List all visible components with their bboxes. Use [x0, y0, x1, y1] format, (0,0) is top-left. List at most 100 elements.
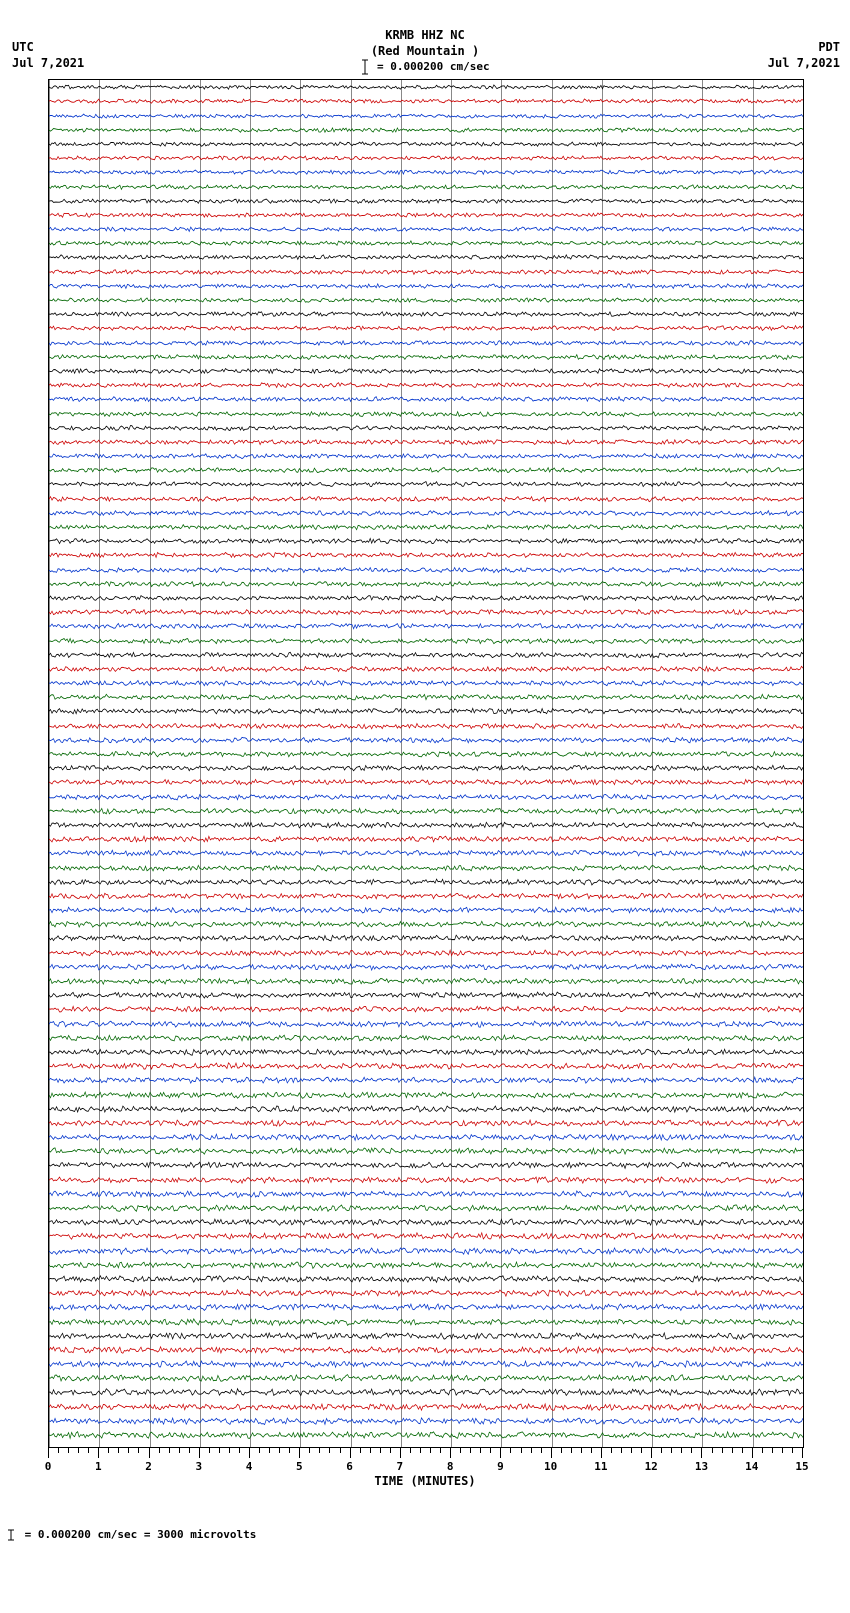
scale-text: = 0.000200 cm/sec	[377, 60, 490, 73]
trace-line	[49, 236, 803, 250]
trace-line	[49, 1414, 803, 1428]
trace-line	[49, 1371, 803, 1385]
tick-minor	[340, 1448, 341, 1453]
trace-line	[49, 1215, 803, 1229]
tick-minor	[641, 1448, 642, 1453]
date-right: Jul 7,2021	[768, 56, 840, 72]
trace-line	[49, 889, 803, 903]
trace-line	[49, 1116, 803, 1130]
tick-label: 3	[195, 1460, 202, 1473]
tick-minor	[58, 1448, 59, 1453]
tick-label: 8	[447, 1460, 454, 1473]
trace-row	[49, 378, 803, 392]
footer-text: = 0.000200 cm/sec = 3000 microvolts	[25, 1528, 257, 1541]
trace-line	[49, 279, 803, 293]
tick-major	[601, 1448, 602, 1458]
trace-row: 20:0013:15	[49, 818, 803, 832]
trace-row	[49, 94, 803, 108]
trace-row	[49, 1229, 803, 1243]
tick-label: 1	[95, 1460, 102, 1473]
top-right-label: PDT Jul 7,2021	[768, 40, 840, 71]
tick-minor	[169, 1448, 170, 1453]
trace-line	[49, 321, 803, 335]
trace-line	[49, 1158, 803, 1172]
tick-minor	[440, 1448, 441, 1453]
trace-line	[49, 775, 803, 789]
trace-row	[49, 662, 803, 676]
trace-row: 17:0010:15	[49, 648, 803, 662]
tick-major	[500, 1448, 501, 1458]
trace-line	[49, 435, 803, 449]
trace-line	[49, 577, 803, 591]
trace-line	[49, 846, 803, 860]
tick-minor	[782, 1448, 783, 1453]
trace-row	[49, 350, 803, 364]
trace-line	[49, 222, 803, 236]
trace-row	[49, 1258, 803, 1272]
trace-line	[49, 1173, 803, 1187]
trace-line	[49, 591, 803, 605]
trace-line	[49, 648, 803, 662]
tick-label: 15	[795, 1460, 808, 1473]
trace-line	[49, 619, 803, 633]
trace-row	[49, 407, 803, 421]
trace-row	[49, 1073, 803, 1087]
trace-line	[49, 563, 803, 577]
tick-minor	[189, 1448, 190, 1453]
trace-line	[49, 265, 803, 279]
tick-minor	[329, 1448, 330, 1453]
tz-left: UTC	[12, 40, 84, 56]
tick-label: 0	[45, 1460, 52, 1473]
trace-row	[49, 889, 803, 903]
tick-minor	[259, 1448, 260, 1453]
trace-line	[49, 307, 803, 321]
trace-line	[49, 180, 803, 194]
tick-minor	[370, 1448, 371, 1453]
trace-row	[49, 775, 803, 789]
trace-row	[49, 279, 803, 293]
trace-row	[49, 563, 803, 577]
trace-line	[49, 946, 803, 960]
trace-row: 18:0011:15	[49, 704, 803, 718]
tick-label: 4	[246, 1460, 253, 1473]
trace-line	[49, 151, 803, 165]
trace-line	[49, 1229, 803, 1243]
trace-row: 23:0016:15	[49, 988, 803, 1002]
tick-minor	[88, 1448, 89, 1453]
trace-row	[49, 1428, 803, 1442]
trace-row: 07:0000:15	[49, 80, 803, 94]
station-location: (Red Mountain )	[0, 44, 850, 60]
trace-line	[49, 123, 803, 137]
trace-line	[49, 80, 803, 94]
trace-row	[49, 265, 803, 279]
trace-row: 21:0014:15	[49, 875, 803, 889]
trace-row	[49, 974, 803, 988]
trace-row	[49, 719, 803, 733]
tick-minor	[360, 1448, 361, 1453]
trace-row	[49, 733, 803, 747]
tick-major	[752, 1448, 753, 1458]
tick-minor	[631, 1448, 632, 1453]
tick-minor	[621, 1448, 622, 1453]
plot-wrap: 07:0000:1508:0001:1509:0002:1510:0003:15…	[48, 79, 802, 1448]
tick-minor	[712, 1448, 713, 1453]
date-left: Jul 7,2021	[12, 56, 84, 72]
trace-line	[49, 194, 803, 208]
tick-minor	[510, 1448, 511, 1453]
trace-row	[49, 1088, 803, 1102]
trace-row	[49, 1173, 803, 1187]
tick-major	[701, 1448, 702, 1458]
tick-label: 5	[296, 1460, 303, 1473]
tick-minor	[390, 1448, 391, 1453]
tick-minor	[661, 1448, 662, 1453]
trace-row	[49, 946, 803, 960]
trace-row	[49, 804, 803, 818]
tick-label: 6	[346, 1460, 353, 1473]
trace-row	[49, 492, 803, 506]
tick-minor	[460, 1448, 461, 1453]
trace-line	[49, 1130, 803, 1144]
trace-row	[49, 449, 803, 463]
trace-row	[49, 208, 803, 222]
footer-scale-icon	[4, 1529, 18, 1541]
x-axis: TIME (MINUTES) 0123456789101112131415	[48, 1448, 802, 1488]
